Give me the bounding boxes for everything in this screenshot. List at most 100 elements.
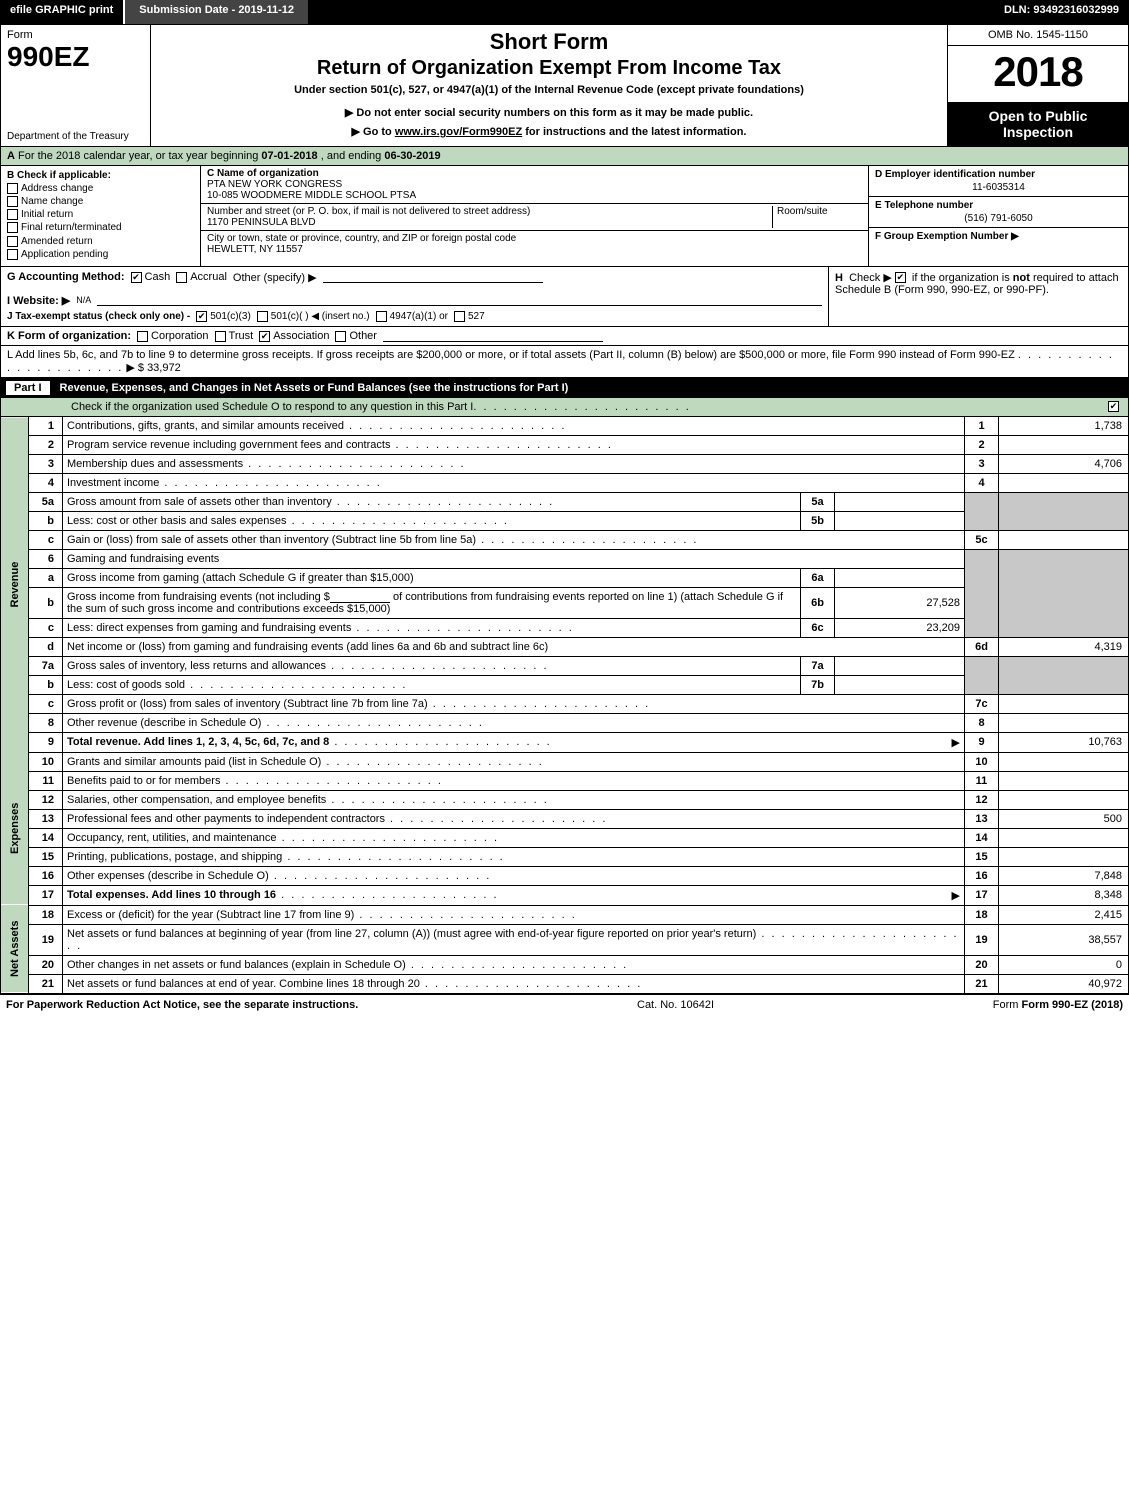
grey-cell <box>999 549 1129 637</box>
table-row: 11Benefits paid to or for members11 <box>1 771 1129 790</box>
h-not: not <box>1013 272 1030 284</box>
line-rnum: 1 <box>965 417 999 436</box>
row-a-tax-year: A For the 2018 calendar year, or tax yea… <box>0 147 1129 166</box>
irs-link[interactable]: www.irs.gov/Form990EZ <box>395 126 522 138</box>
table-row: 3 Membership dues and assessments 3 4,70… <box>1 454 1129 473</box>
block-b-label: B Check if applicable: <box>7 170 194 181</box>
note-goto-post: for instructions and the latest informat… <box>525 126 746 138</box>
row-a-text: For the 2018 calendar year, or tax year … <box>18 150 261 162</box>
part-i-table: Revenue 1 Contributions, gifts, grants, … <box>0 417 1129 994</box>
subtitle: Under section 501(c), 527, or 4947(a)(1)… <box>159 84 939 96</box>
table-row: 15Printing, publications, postage, and s… <box>1 847 1129 866</box>
side-label-net-assets: Net Assets <box>1 905 29 993</box>
check-amended-return[interactable]: Amended return <box>7 236 194 247</box>
table-row: 4 Investment income 4 <box>1 473 1129 492</box>
phone-label: E Telephone number <box>875 200 973 211</box>
block-b-checks: B Check if applicable: Address change Na… <box>1 166 201 266</box>
grey-cell <box>965 656 999 694</box>
department-label: Department of the Treasury <box>7 131 144 142</box>
k-line: K Form of organization: Corporation Trus… <box>0 327 1129 346</box>
check-initial-return[interactable]: Initial return <box>7 209 194 220</box>
footer-mid: Cat. No. 10642I <box>637 999 714 1011</box>
footer-right: Form Form 990-EZ (2018) <box>993 999 1123 1011</box>
entity-block: B Check if applicable: Address change Na… <box>0 166 1129 267</box>
check-cash[interactable]: Cash <box>131 271 171 283</box>
form-number: 990EZ <box>7 41 90 72</box>
h-text1: Check ▶ <box>849 272 892 284</box>
check-501c[interactable]: 501(c)( ) ◀ (insert no.) <box>257 311 370 322</box>
org-city: HEWLETT, NY 11557 <box>207 244 862 255</box>
table-row: 16Other expenses (describe in Schedule O… <box>1 866 1129 885</box>
check-h-schedule-b[interactable] <box>895 272 906 283</box>
check-address-change[interactable]: Address change <box>7 183 194 194</box>
table-row: Revenue 1 Contributions, gifts, grants, … <box>1 417 1129 436</box>
check-other-org[interactable]: Other <box>335 330 377 342</box>
group-exemption-label: F Group Exemption Number ▶ <box>875 231 1019 242</box>
org-name-2: 10-085 WOODMERE MIDDLE SCHOOL PTSA <box>207 190 862 201</box>
l-arrow: ▶ $ <box>126 362 144 374</box>
g-other-input[interactable] <box>323 271 543 283</box>
note-goto: ▶ Go to www.irs.gov/Form990EZ for instru… <box>159 125 939 138</box>
table-row: 9 Total revenue. Add lines 1, 2, 3, 4, 5… <box>1 732 1129 752</box>
addr-label: Number and street (or P. O. box, if mail… <box>207 206 530 217</box>
form-word: Form <box>7 29 33 41</box>
table-row: b Gross income from fundraising events (… <box>1 587 1129 618</box>
table-row: 7a Gross sales of inventory, less return… <box>1 656 1129 675</box>
tax-year-begin: 07-01-2018 <box>261 150 317 162</box>
check-accrual[interactable]: Accrual <box>176 271 227 283</box>
table-row: c Gain or (loss) from sale of assets oth… <box>1 530 1129 549</box>
g-other-label: Other (specify) ▶ <box>233 271 317 284</box>
g-i-j-left: G Accounting Method: Cash Accrual Other … <box>1 267 828 326</box>
org-address: 1170 PENINSULA BLVD <box>207 217 316 228</box>
part-i-sub: Check if the organization used Schedule … <box>0 398 1129 417</box>
table-row: 21Net assets or fund balances at end of … <box>1 974 1129 993</box>
check-name-change[interactable]: Name change <box>7 196 194 207</box>
block-d-info: D Employer identification number 11-6035… <box>868 166 1128 266</box>
check-corporation[interactable]: Corporation <box>137 330 208 342</box>
note-ssn: ▶ Do not enter social security numbers o… <box>159 106 939 119</box>
check-schedule-o-part-i[interactable] <box>1108 401 1119 412</box>
part-i-header: Part I Revenue, Expenses, and Changes in… <box>0 378 1129 398</box>
check-501c3[interactable]: 501(c)(3) <box>196 311 251 322</box>
part-i-label: Part I <box>6 381 50 395</box>
org-name-1: PTA NEW YORK CONGRESS <box>207 179 862 190</box>
l-line: L Add lines 5b, 6c, and 7b to line 9 to … <box>0 346 1129 378</box>
dln-label: DLN: 93492316032999 <box>994 0 1129 24</box>
org-name-label: C Name of organization <box>207 168 856 179</box>
part-i-sub-dots <box>473 401 1102 413</box>
h-text2: if the organization is <box>912 272 1013 284</box>
row-a-mid: , and ending <box>321 150 385 162</box>
j-label: J Tax-exempt status (check only one) - <box>7 311 190 322</box>
table-row: 19Net assets or fund balances at beginni… <box>1 924 1129 955</box>
k-other-input[interactable] <box>383 330 603 342</box>
phone-value: (516) 791-6050 <box>875 213 1122 224</box>
part-i-title: Revenue, Expenses, and Changes in Net As… <box>60 382 569 394</box>
check-527[interactable]: 527 <box>454 311 485 322</box>
check-trust[interactable]: Trust <box>215 330 254 342</box>
tax-year-end: 06-30-2019 <box>384 150 440 162</box>
ein-label: D Employer identification number <box>875 169 1035 180</box>
open-public-label: Open to Public Inspection <box>948 102 1128 146</box>
g-h-block: G Accounting Method: Cash Accrual Other … <box>0 267 1129 327</box>
line-desc: Contributions, gifts, grants, and simila… <box>67 420 344 432</box>
footer-left: For Paperwork Reduction Act Notice, see … <box>6 999 358 1011</box>
line-6b-amount-input[interactable] <box>330 591 390 603</box>
check-application-pending[interactable]: Application pending <box>7 249 194 260</box>
g-label: G Accounting Method: <box>7 271 125 283</box>
l-gross-receipts: 33,972 <box>147 362 181 374</box>
efile-print-label[interactable]: efile GRAPHIC print <box>0 0 123 24</box>
check-4947[interactable]: 4947(a)(1) or <box>376 311 448 322</box>
header-right: OMB No. 1545-1150 2018 Open to Public In… <box>948 25 1128 146</box>
table-row: 14Occupancy, rent, utilities, and mainte… <box>1 828 1129 847</box>
row-a-label: A <box>7 150 15 162</box>
title-return: Return of Organization Exempt From Incom… <box>159 57 939 80</box>
table-row: 20Other changes in net assets or fund ba… <box>1 955 1129 974</box>
check-association[interactable]: Association <box>259 330 329 342</box>
h-label: H <box>835 272 843 284</box>
side-label-revenue: Revenue <box>1 417 29 753</box>
room-label: Room/suite <box>777 206 828 217</box>
check-final-return[interactable]: Final return/terminated <box>7 222 194 233</box>
header-middle: Short Form Return of Organization Exempt… <box>151 25 948 146</box>
table-row: 5a Gross amount from sale of assets othe… <box>1 492 1129 511</box>
grey-cell <box>999 656 1129 694</box>
